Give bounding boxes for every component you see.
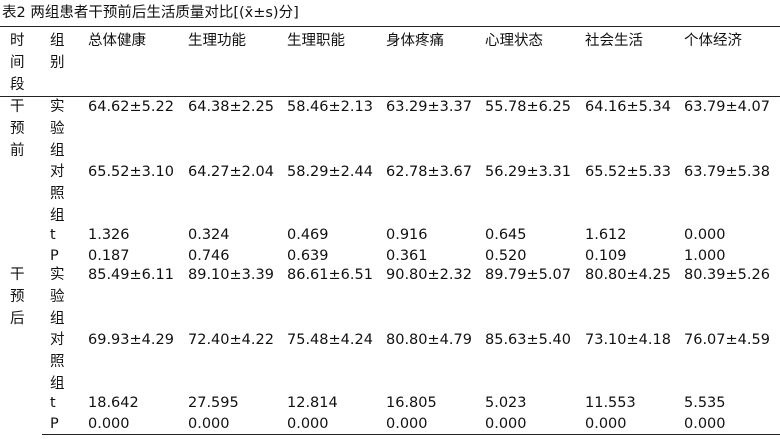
cell: 0.000 xyxy=(585,416,627,432)
cell: 63.79±5.38 xyxy=(684,164,770,180)
cell: 0.000 xyxy=(386,416,428,432)
column-header: 身体疼痛 xyxy=(386,33,444,49)
column-header: 生理职能 xyxy=(287,33,345,49)
column-header: 组别 xyxy=(50,33,65,71)
cell: 64.38±2.25 xyxy=(188,99,274,115)
cell: 0.000 xyxy=(188,416,230,432)
cell: 12.814 xyxy=(287,395,338,411)
cell: 16.805 xyxy=(386,395,437,411)
cell: 63.79±4.07 xyxy=(684,99,770,115)
cell: 89.79±5.07 xyxy=(485,267,571,283)
cell: 55.78±6.25 xyxy=(485,99,571,115)
group-label: 实验组 xyxy=(50,267,65,327)
group-label: 实验组 xyxy=(50,99,65,159)
column-header: 时间段 xyxy=(10,33,25,93)
cell: 0.187 xyxy=(88,248,130,264)
cell: 56.29±3.31 xyxy=(485,164,571,180)
cell: 75.48±4.24 xyxy=(287,332,373,348)
column-header: 总体健康 xyxy=(88,33,146,49)
cell: 62.78±3.67 xyxy=(386,164,472,180)
bottom-rule xyxy=(42,434,780,435)
period-label: 干预前 xyxy=(10,99,25,159)
group-label: 对照组 xyxy=(50,332,65,392)
cell: 85.49±6.11 xyxy=(88,267,174,283)
cell: 0.109 xyxy=(585,248,627,264)
cell: 73.10±4.18 xyxy=(585,332,671,348)
cell: 80.80±4.79 xyxy=(386,332,472,348)
cell: 72.40±4.22 xyxy=(188,332,274,348)
cell: 89.10±3.39 xyxy=(188,267,274,283)
cell: 65.52±5.33 xyxy=(585,164,671,180)
cell: 86.61±6.51 xyxy=(287,267,373,283)
cell: 0.000 xyxy=(88,416,130,432)
cell: 0.645 xyxy=(485,227,527,243)
cell: 0.520 xyxy=(485,248,527,264)
group-label: P xyxy=(50,416,59,432)
cell: 1.612 xyxy=(585,227,627,243)
column-header: 心理状态 xyxy=(485,33,543,49)
cell: 1.326 xyxy=(88,227,130,243)
cell: 1.000 xyxy=(684,248,726,264)
cell: 80.80±4.25 xyxy=(585,267,671,283)
group-label: t xyxy=(50,395,56,411)
cell: 76.07±4.59 xyxy=(684,332,770,348)
group-label: 对照组 xyxy=(50,164,65,224)
cell: 0.361 xyxy=(386,248,428,264)
cell: 85.63±5.40 xyxy=(485,332,571,348)
cell: 5.535 xyxy=(684,395,726,411)
group-label: P xyxy=(50,248,59,264)
cell: 11.553 xyxy=(585,395,636,411)
cell: 90.80±2.32 xyxy=(386,267,472,283)
cell: 0.000 xyxy=(684,416,726,432)
period-label: 干预后 xyxy=(10,267,25,327)
cell: 5.023 xyxy=(485,395,527,411)
cell: 63.29±3.37 xyxy=(386,99,472,115)
cell: 64.27±2.04 xyxy=(188,164,274,180)
cell: 58.46±2.13 xyxy=(287,99,373,115)
cell: 0.000 xyxy=(485,416,527,432)
column-header: 个体经济 xyxy=(684,33,742,49)
table-title: 表2 两组患者干预前后生活质量对比[(x̄±s)分] xyxy=(2,5,299,21)
cell: 0.639 xyxy=(287,248,329,264)
header-rule xyxy=(0,96,780,97)
cell: 80.39±5.26 xyxy=(684,267,770,283)
group-label: t xyxy=(50,227,56,243)
cell: 0.746 xyxy=(188,248,230,264)
column-header: 生理功能 xyxy=(188,33,246,49)
cell: 0.000 xyxy=(684,227,726,243)
cell: 65.52±3.10 xyxy=(88,164,174,180)
cell: 64.62±5.22 xyxy=(88,99,174,115)
cell: 27.595 xyxy=(188,395,239,411)
cell: 0.324 xyxy=(188,227,230,243)
top-rule xyxy=(0,26,780,27)
cell: 64.16±5.34 xyxy=(585,99,671,115)
column-header: 社会生活 xyxy=(585,33,643,49)
cell: 18.642 xyxy=(88,395,139,411)
cell: 0.469 xyxy=(287,227,329,243)
cell: 0.916 xyxy=(386,227,428,243)
cell: 69.93±4.29 xyxy=(88,332,174,348)
cell: 0.000 xyxy=(287,416,329,432)
cell: 58.29±2.44 xyxy=(287,164,373,180)
